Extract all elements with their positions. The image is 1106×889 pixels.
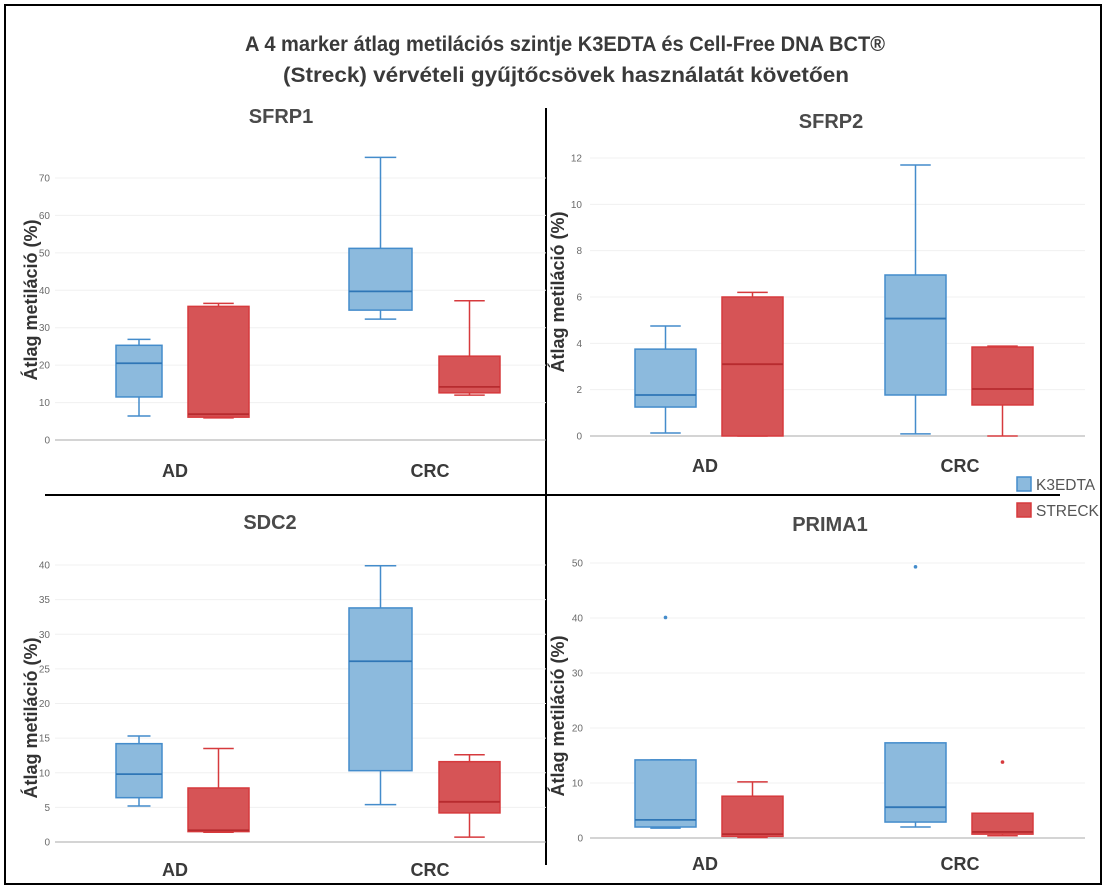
y-tick-label: 25 [39,664,51,675]
y-axis-label: Átlag metiláció (%) [20,637,41,798]
box-streck-crc [971,345,1034,437]
y-tick-label: 60 [39,211,51,222]
legend-swatch-streck [1016,502,1032,518]
y-tick-label: 10 [572,779,584,790]
panel-title: PRIMA1 [792,514,868,536]
panel-title: SFRP1 [249,106,313,128]
box-k3edta-ad [115,735,163,807]
y-tick-label: 30 [39,323,51,334]
box-streck-crc [438,300,501,396]
x-category-label: CRC [941,456,980,476]
y-tick-label: 5 [44,803,50,814]
box-k3edta-ad [634,325,697,434]
figure-title-line-2: (Streck) vérvételi gyűjtőcsövek használa… [283,64,849,87]
panel-title: SDC2 [243,512,296,534]
box-iqr [187,787,250,833]
box-iqr [634,348,697,408]
y-tick-label: 20 [39,699,51,710]
y-tick-label: 40 [39,561,51,572]
y-tick-label: 2 [576,385,582,396]
box-iqr [721,795,784,838]
y-tick-label: 15 [39,734,51,745]
box-iqr [721,296,784,437]
y-tick-label: 6 [576,293,582,304]
panel-sfrp2: 0 2 4 6 8 10 12 SFRP2 Átlag metiláció (%) AD CRC [547,111,1085,476]
x-category-label: CRC [411,461,450,481]
y-tick-label: 12 [571,154,583,165]
y-tick-label: 40 [39,286,51,297]
box-k3edta-crc [884,164,947,435]
y-tick-label: 35 [39,595,51,606]
x-category-label: AD [692,854,718,874]
legend-item-streck: STRECK [1016,502,1100,520]
y-tick-label: 0 [576,432,582,443]
x-category-label: AD [162,860,188,880]
box-iqr [884,274,947,396]
y-tick-label: 10 [571,200,583,211]
box-k3edta-crc [348,564,413,806]
y-tick-label: 30 [39,630,51,641]
legend-swatch-k3edta [1016,476,1032,492]
y-tick-label: 0 [577,834,583,845]
y-tick-label: 10 [39,768,51,779]
box-k3edta-crc [884,565,947,828]
y-tick-label: 50 [572,559,584,570]
box-streck-ad [721,781,784,839]
y-axis-label: Átlag metiláció (%) [547,635,568,796]
panel-title: SFRP2 [799,111,863,133]
x-category-label: AD [162,461,188,481]
y-tick-label: 20 [572,724,584,735]
box-iqr [884,742,947,823]
y-tick-label: 0 [44,838,50,849]
outlier-point [663,615,668,620]
y-tick-label: 50 [39,248,51,259]
box-streck-crc [971,760,1034,837]
y-tick-label: 40 [572,614,584,625]
y-tick-label: 70 [39,174,51,185]
y-tick-label: 0 [44,436,50,447]
x-category-label: AD [692,456,718,476]
box-k3edta-ad [115,338,163,417]
box-k3edta-crc [348,156,413,320]
panel-prima1: 0 10 20 30 40 50 PRIMA1 Átlag metiláció (%) AD CR… [547,514,1085,874]
x-category-label: CRC [941,854,980,874]
panel-sdc2: 0 5 10 15 20 25 30 35 40 SDC2 Átlag metiláció (%) A… [20,512,546,880]
legend-label-streck: STRECK [1036,503,1100,520]
y-axis-label: Átlag metiláció (%) [547,211,568,372]
outlier-point [1000,760,1005,764]
panel-sfrp1: 0 10 20 30 40 50 60 70 SFRP1 Átlag metiláció (%) A… [20,106,546,481]
box-iqr [971,812,1034,835]
box-iqr [187,305,250,418]
y-tick-label: 30 [572,669,584,680]
figure-title-line-1: A 4 marker átlag metilációs szintje K3ED… [245,33,885,56]
box-streck-crc [438,753,501,838]
y-axis-label: Átlag metiláció (%) [20,219,41,380]
box-iqr [971,346,1034,406]
box-k3edta-ad [634,615,697,829]
legend-item-k3edta: K3EDTA [1016,476,1096,494]
y-tick-label: 8 [576,246,582,257]
y-tick-label: 20 [39,361,51,372]
box-streck-ad [187,747,250,834]
box-iqr [634,759,697,828]
legend-label-k3edta: K3EDTA [1036,477,1096,494]
legend: K3EDTA STRECK [1016,476,1100,520]
box-iqr [348,607,413,772]
x-category-label: CRC [411,860,450,880]
figure-border [4,4,1102,885]
box-iqr [438,760,501,814]
outlier-point [913,565,918,569]
box-streck-ad [721,291,784,437]
box-iqr [115,742,163,799]
box-streck-ad [187,302,250,419]
y-tick-label: 4 [576,339,582,350]
y-tick-label: 10 [39,398,51,409]
box-iqr [115,344,163,398]
box-iqr [348,247,413,311]
